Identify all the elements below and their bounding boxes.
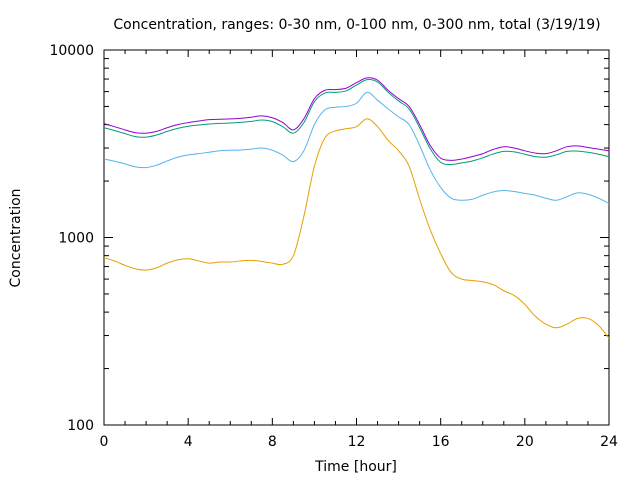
series-line-2	[103, 78, 610, 166]
y-tick-label: 100	[67, 418, 94, 434]
x-tick-label: 4	[184, 434, 193, 450]
x-tick-label: 16	[432, 434, 450, 450]
series-line-3	[103, 91, 610, 204]
chart-title: Concentration, ranges: 0-30 nm, 0-100 nm…	[113, 17, 600, 33]
y-tick-label: 1000	[58, 231, 94, 247]
y-tick-label: 10000	[49, 43, 94, 59]
axis-ticks: 0 4 8 12 16 20 24 100 1000 10000	[49, 43, 618, 450]
series-line-4	[103, 118, 610, 339]
x-axis-label: Time [hour]	[314, 459, 397, 475]
x-tick-label: 20	[516, 434, 534, 450]
series-lines	[103, 77, 610, 339]
series-line-1	[103, 77, 610, 161]
x-tick-label: 12	[348, 434, 366, 450]
plot-frame	[103, 49, 610, 426]
x-tick-label: 0	[100, 434, 109, 450]
x-tick-label: 24	[600, 434, 618, 450]
x-tick-label: 8	[268, 434, 277, 450]
y-axis-label: Concentration	[8, 188, 24, 287]
